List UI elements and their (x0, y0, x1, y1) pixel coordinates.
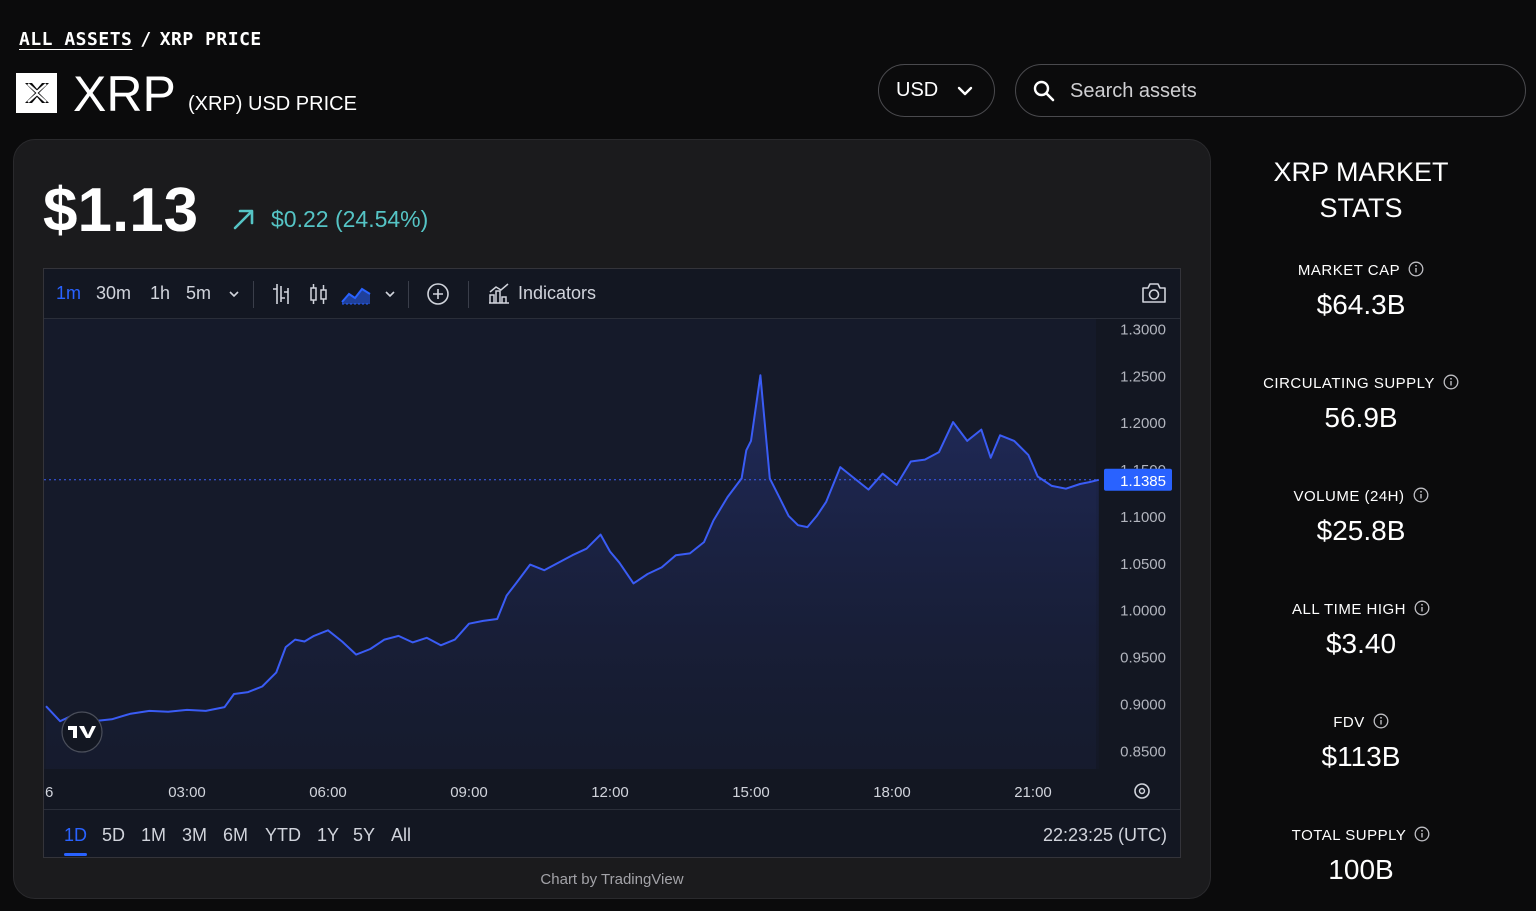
stat-value-all-time-high: $3.40 (1325, 628, 1397, 659)
stat-label-total-supply: TOTAL SUPPLY (1230, 826, 1492, 844)
x-tick-label: 18:00 (873, 784, 911, 801)
stat-value-circulating-supply: 56.9B (1324, 402, 1398, 433)
x-tick-label: 15:00 (732, 784, 770, 801)
range-ytd[interactable]: YTD (265, 825, 301, 845)
stat-label-text: MARKET CAP (1297, 262, 1401, 279)
info-icon[interactable] (1408, 261, 1424, 277)
interval-5m[interactable]: 5m (186, 283, 212, 303)
interval-30m[interactable]: 30m (96, 283, 132, 303)
stat-label-text: ALL TIME HIGH (1291, 601, 1407, 618)
stat-value-total-supply: 100B (1328, 854, 1394, 885)
asset-name: XRP (73, 66, 176, 122)
range-1y[interactable]: 1Y (317, 825, 340, 845)
stat-label-text: TOTAL SUPPLY (1291, 827, 1407, 844)
stat-value-volume-24h: $25.8B (1316, 515, 1406, 546)
y-tick-label: 1.2500 (1120, 368, 1166, 385)
axis-settings-gear-icon[interactable] (1134, 783, 1150, 799)
chart-credit: Chart by TradingView (540, 871, 684, 888)
chart-utc-clock: 22:23:25 (UTC) (1042, 825, 1167, 845)
info-icon[interactable] (1443, 374, 1459, 390)
toolbar-divider (408, 281, 409, 308)
info-icon[interactable] (1414, 600, 1430, 616)
breadcrumb: ALL ASSETS / XRP PRICE (19, 29, 262, 50)
current-price-badge-label: 1.1385 (1120, 473, 1166, 490)
stat-label-all-time-high: ALL TIME HIGH (1230, 600, 1492, 618)
chart-range-bar: 1D 5D 1M 3M 6M YTD 1Y 5Y All 22:23:25 (U… (44, 809, 1180, 857)
asset-subtitle: (XRP) USD PRICE (188, 93, 357, 115)
stat-label-text: VOLUME (24H) (1293, 488, 1405, 505)
range-6m[interactable]: 6M (223, 825, 249, 845)
range-all[interactable]: All (391, 825, 412, 845)
stat-value-market-cap: $64.3B (1316, 289, 1406, 320)
search-box[interactable] (1015, 64, 1526, 117)
x-tick-label: 12:00 (591, 784, 629, 801)
interval-dropdown-chevron-icon[interactable] (228, 289, 240, 299)
breadcrumb-current: XRP PRICE (159, 29, 262, 50)
search-input[interactable] (1070, 75, 1490, 107)
breadcrumb-all-assets-link[interactable]: ALL ASSETS (19, 29, 133, 50)
chart-style-chevron-icon[interactable] (384, 289, 396, 299)
tradingview-logo-icon[interactable] (61, 711, 103, 753)
info-icon[interactable] (1373, 713, 1389, 729)
breadcrumb-separator: / (140, 29, 152, 50)
x-tick-label: 21:00 (1014, 784, 1052, 801)
info-icon[interactable] (1413, 487, 1429, 503)
current-price: $1.13 (43, 176, 199, 245)
info-icon[interactable] (1414, 826, 1430, 842)
y-tick-label: 0.9500 (1120, 650, 1166, 667)
compare-add-icon[interactable] (426, 282, 450, 306)
x-tick-label: 6 (45, 784, 53, 801)
range-1m[interactable]: 1M (141, 825, 167, 845)
xrp-logo-icon (16, 73, 57, 113)
y-tick-label: 1.1000 (1120, 509, 1166, 526)
y-tick-label: 0.8500 (1120, 743, 1166, 760)
area-chart-style-icon[interactable] (340, 282, 372, 306)
y-tick-label: 1.0000 (1120, 603, 1166, 620)
interval-1h[interactable]: 1h (150, 283, 171, 303)
stat-value-fdv: $113B (1321, 741, 1401, 772)
x-tick-label: 03:00 (168, 784, 206, 801)
chevron-down-icon (957, 86, 973, 96)
market-stats-title: XRP MARKET STATS (1273, 157, 1449, 223)
tradingview-chart: 1m 30m 1h 5m Indicators (43, 268, 1181, 858)
range-1d[interactable]: 1D (64, 825, 88, 856)
range-5y[interactable]: 5Y (353, 825, 376, 845)
arrow-up-right-icon (233, 209, 254, 230)
stat-label-circulating-supply: CIRCULATING SUPPLY (1230, 374, 1492, 392)
current-price-badge (1104, 468, 1172, 491)
toolbar-divider (253, 281, 254, 308)
camera-snapshot-icon[interactable] (1140, 281, 1168, 305)
stat-label-volume-24h: VOLUME (24H) (1230, 487, 1492, 505)
price-chart-plot[interactable]: 1.30001.25001.20001.15001.10001.05001.00… (44, 319, 1180, 809)
price-change: $0.22 (24.54%) (271, 206, 429, 232)
candlestick-icon[interactable] (308, 282, 330, 306)
toolbar-divider (468, 281, 469, 308)
stat-label-text: FDV (1333, 714, 1365, 731)
y-tick-label: 1.2000 (1120, 415, 1166, 432)
bar-chart-style-icon[interactable] (270, 282, 292, 306)
y-tick-label: 0.9000 (1120, 696, 1166, 713)
price-area-fill (46, 375, 1099, 769)
interval-1m[interactable]: 1m (56, 283, 82, 303)
range-5d[interactable]: 5D (102, 825, 126, 845)
indicators-button[interactable]: Indicators (518, 283, 597, 303)
stat-label-text: CIRCULATING SUPPLY (1263, 375, 1435, 392)
x-tick-label: 09:00 (450, 784, 488, 801)
y-tick-label: 1.0500 (1120, 556, 1166, 573)
indicators-icon[interactable] (487, 282, 511, 306)
search-icon (1033, 80, 1055, 102)
currency-selected-value: USD (896, 79, 939, 101)
price-line (45, 374, 1100, 723)
stat-label-market-cap: MARKET CAP (1230, 261, 1492, 279)
currency-select[interactable]: USD (878, 64, 995, 117)
range-3m[interactable]: 3M (182, 825, 208, 845)
chart-toolbar: 1m 30m 1h 5m Indicators (44, 269, 1180, 319)
x-tick-label: 06:00 (309, 784, 347, 801)
stat-label-fdv: FDV (1230, 713, 1492, 731)
y-tick-label: 1.3000 (1120, 321, 1166, 338)
